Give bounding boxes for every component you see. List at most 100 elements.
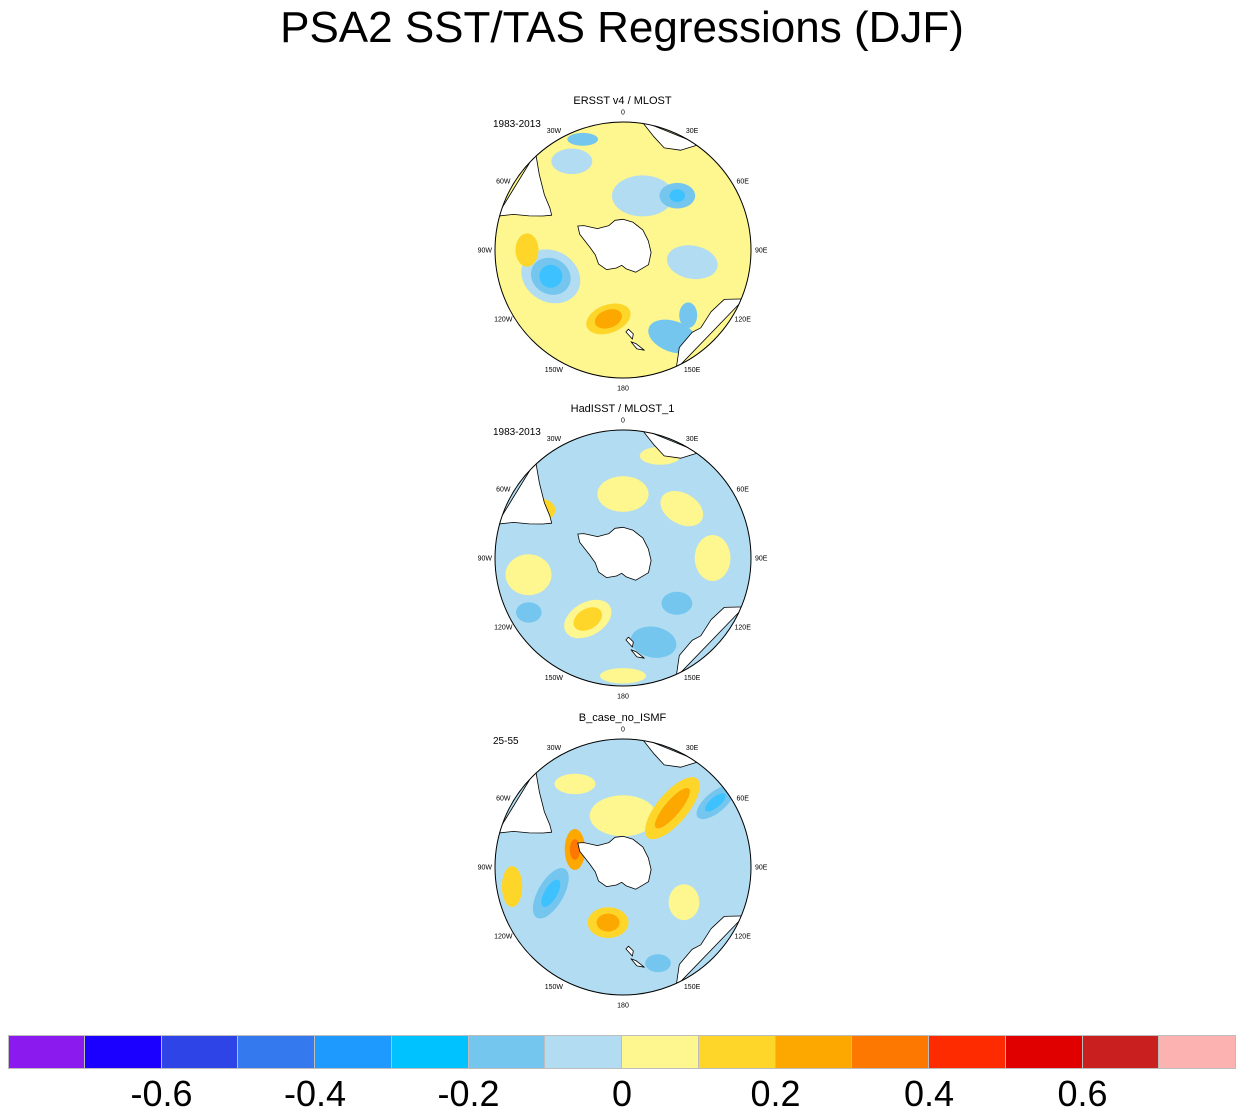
anomaly-contour xyxy=(668,884,700,921)
anomaly-contour xyxy=(600,668,646,684)
landmass-southAmerica xyxy=(496,769,553,834)
longitude-label: 90W xyxy=(478,556,493,563)
longitude-label: 120E xyxy=(735,934,752,941)
landmass-antarctica xyxy=(577,526,652,581)
longitude-label: 150E xyxy=(684,675,701,682)
field-layer xyxy=(495,430,751,686)
landmass-nzNorth xyxy=(625,945,634,957)
colorbar-swatch xyxy=(852,1035,929,1069)
landmass-antarctica xyxy=(577,218,652,273)
landmass-nzSouth xyxy=(630,649,645,659)
longitude-label: 0 xyxy=(621,417,625,424)
colorbar-tick-label: 0 xyxy=(611,1073,633,1114)
panel-title: ERSST v4 / MLOST xyxy=(573,95,672,107)
anomaly-contour xyxy=(554,773,596,795)
map-panel-hadisst: 0 30E 60E 90E 120E 150E 180 150W 120W 90W 60W 30W H… xyxy=(470,403,775,703)
longitude-label: 150E xyxy=(684,984,701,991)
panel-period: 1983-2013 xyxy=(493,119,541,130)
longitude-label: 0 xyxy=(621,726,625,733)
anomaly-contour xyxy=(541,879,561,908)
longitude-label: 30W xyxy=(547,128,562,135)
anomaly-contour xyxy=(596,913,620,932)
longitude-label: 60W xyxy=(496,795,511,802)
panel-period: 1983-2013 xyxy=(493,427,541,438)
anomaly-contour xyxy=(551,148,593,175)
polar-map: 0 30E 60E 90E 120E 150E 180 150W 120W 90W 60W 30W xyxy=(478,417,768,701)
colorbar-tick-label: -0.2 xyxy=(437,1073,500,1114)
colorbar-swatch xyxy=(468,1035,546,1069)
colorbar-tick-label: 0.6 xyxy=(1057,1073,1108,1114)
longitude-label: 120E xyxy=(735,317,752,324)
field-layer xyxy=(495,122,751,378)
landmass-australia xyxy=(675,915,745,987)
anomaly-contour xyxy=(679,302,698,328)
longitude-label: 180 xyxy=(617,694,629,701)
anomaly-contour xyxy=(660,490,704,527)
longitude-label: 30E xyxy=(686,745,699,752)
polar-map: 0 30E 60E 90E 120E 150E 180 150W 120W 90W 60W 30W xyxy=(478,109,768,393)
anomaly-contour xyxy=(589,795,657,837)
longitude-label: 60W xyxy=(496,486,511,493)
colorbar-swatch xyxy=(929,1035,1006,1069)
longitude-label: 120E xyxy=(735,625,752,632)
colorbar-swatch xyxy=(315,1035,392,1069)
longitude-label: 120W xyxy=(494,625,513,632)
longitude-label: 120W xyxy=(494,934,513,941)
map-panel-bcase: 0 30E 60E 90E 120E 150E 180 150W 120W 90W 60W 30W B… xyxy=(470,712,775,1012)
longitude-label: 150W xyxy=(545,984,564,991)
landmass-australia xyxy=(675,606,745,678)
colorbar-swatch xyxy=(698,1035,776,1069)
panel-period: 25-55 xyxy=(493,736,519,747)
colorbar-swatch xyxy=(161,1035,239,1069)
anomaly-contour xyxy=(669,189,685,203)
longitude-label: 90E xyxy=(755,556,768,563)
colorbar-swatch xyxy=(1159,1035,1236,1069)
longitude-label: 30E xyxy=(686,128,699,135)
longitude-label: 30E xyxy=(686,436,699,443)
figure-title: PSA2 SST/TAS Regressions (DJF) xyxy=(280,3,964,52)
landmass-southAmerica xyxy=(496,152,553,217)
longitude-label: 60E xyxy=(736,486,749,493)
map-boundary xyxy=(494,429,752,687)
anomaly-contour xyxy=(505,554,552,596)
map-boundary xyxy=(494,738,752,996)
landmass-southAmerica xyxy=(496,460,553,525)
anomaly-contour xyxy=(704,793,726,812)
anomaly-contour xyxy=(516,602,542,623)
anomaly-contour xyxy=(612,175,674,217)
landmass-nzNorth xyxy=(625,636,634,648)
anomaly-contour xyxy=(661,591,693,615)
colorbar-swatch xyxy=(84,1035,162,1069)
landmass-nzSouth xyxy=(630,958,645,968)
landmass-nzNorth xyxy=(625,328,634,340)
colorbar-swatch xyxy=(8,1035,85,1069)
longitude-label: 0 xyxy=(621,109,625,116)
anomaly-contour xyxy=(594,309,623,329)
colorbar-swatch xyxy=(238,1035,315,1069)
longitude-label: 180 xyxy=(617,1003,629,1010)
panel-title: HadISST / MLOST_1 xyxy=(570,403,675,415)
longitude-label: 60E xyxy=(736,178,749,185)
colorbar-tick-label: 0.2 xyxy=(750,1073,801,1114)
landmass-australia xyxy=(675,298,745,370)
longitude-label: 90E xyxy=(755,865,768,872)
anomaly-contour xyxy=(630,626,677,658)
colorbar-swatch xyxy=(1005,1035,1083,1069)
anomaly-contour xyxy=(666,245,718,280)
colorbar-swatch xyxy=(545,1035,622,1069)
longitude-label: 90E xyxy=(755,248,768,255)
landmass-antarctica xyxy=(577,835,652,890)
anomaly-contour xyxy=(654,787,690,829)
longitude-label: 150E xyxy=(684,367,701,374)
colorbar-swatch xyxy=(775,1035,853,1069)
map-panel-ersst: 0 30E 60E 90E 120E 150E 180 150W 120W 90W 60W 30W E… xyxy=(470,95,775,395)
longitude-label: 90W xyxy=(478,248,493,255)
anomaly-contour xyxy=(694,535,731,581)
anomaly-contour xyxy=(515,233,539,267)
longitude-label: 30W xyxy=(547,436,562,443)
anomaly-contour xyxy=(539,264,563,288)
longitude-label: 180 xyxy=(617,386,629,393)
anomaly-contour xyxy=(569,839,580,860)
anomaly-contour xyxy=(573,607,603,631)
colorbar-swatch xyxy=(622,1035,699,1069)
